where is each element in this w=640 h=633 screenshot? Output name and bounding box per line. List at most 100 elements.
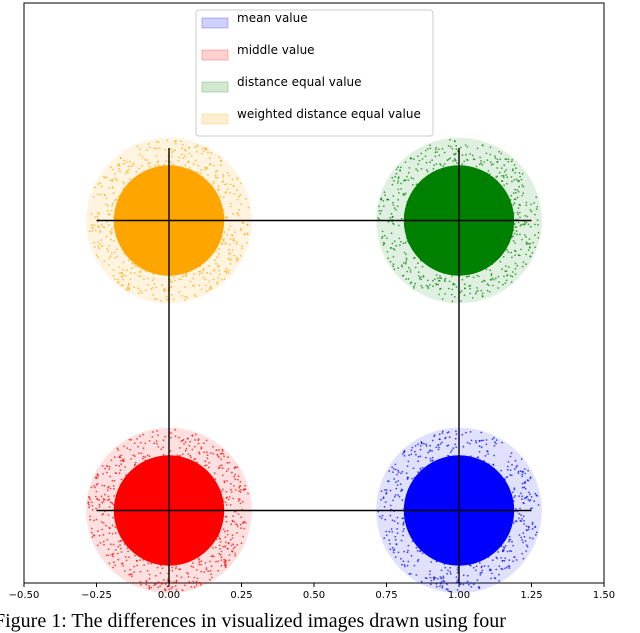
scatter-point: [443, 151, 446, 154]
scatter-point: [518, 534, 521, 536]
scatter-point: [424, 155, 427, 158]
scatter-point: [164, 149, 167, 151]
scatter-point: [198, 451, 201, 454]
scatter-point: [528, 246, 531, 248]
scatter-point: [385, 489, 388, 491]
scatter-point: [139, 275, 142, 278]
scatter-point: [453, 140, 456, 142]
scatter-point: [519, 470, 522, 473]
scatter-point: [94, 186, 97, 189]
scatter-point: [392, 204, 395, 207]
scatter-point: [102, 473, 104, 475]
scatter-point: [436, 151, 438, 153]
x-tick-label: 1.00: [448, 590, 470, 601]
scatter-point: [486, 450, 489, 453]
scatter-point: [469, 287, 472, 290]
scatter-point: [92, 227, 95, 230]
scatter-point: [525, 263, 527, 266]
scatter-point: [237, 475, 240, 478]
legend-label: weighted distance equal value: [237, 107, 421, 121]
scatter-point: [109, 475, 112, 478]
scatter-point: [428, 450, 431, 452]
scatter-point: [421, 442, 423, 444]
scatter-point: [182, 157, 185, 160]
scatter-point: [243, 527, 246, 530]
scatter-point: [510, 160, 513, 163]
scatter-point: [455, 148, 458, 151]
scatter-point: [239, 254, 242, 257]
scatter-point: [469, 153, 472, 155]
scatter-point: [221, 448, 224, 451]
scatter-point: [451, 147, 454, 150]
scatter-point: [406, 551, 409, 554]
scatter-point: [441, 441, 443, 444]
scatter-point: [236, 212, 239, 215]
scatter-point: [204, 460, 207, 463]
scatter-point: [164, 583, 167, 585]
scatter-point: [111, 553, 114, 556]
scatter-point: [522, 532, 525, 534]
scatter-point: [392, 549, 395, 552]
legend-label: mean value: [237, 11, 308, 25]
scatter-point: [425, 169, 428, 171]
scatter-point: [434, 577, 437, 579]
scatter-point: [444, 277, 447, 280]
scatter-point: [153, 283, 156, 285]
scatter-point: [395, 168, 398, 171]
scatter-point: [529, 507, 532, 510]
scatter-point: [196, 171, 199, 174]
scatter-point: [381, 235, 384, 238]
scatter-point: [454, 437, 457, 440]
scatter-point: [148, 587, 151, 590]
scatter-point: [234, 473, 237, 476]
scatter-point: [228, 174, 230, 177]
scatter-point: [115, 549, 117, 551]
scatter-point: [418, 275, 420, 277]
scatter-point: [178, 291, 181, 293]
scatter-point: [499, 158, 501, 161]
scatter-point: [194, 146, 197, 149]
scatter-point: [142, 433, 145, 436]
scatter-point: [534, 213, 536, 216]
scatter-point: [512, 168, 514, 171]
scatter-point: [216, 282, 219, 285]
scatter-point: [402, 192, 405, 195]
scatter-point: [218, 248, 220, 250]
scatter-point: [152, 431, 154, 433]
scatter-point: [469, 442, 471, 445]
scatter-point: [140, 583, 142, 586]
scatter-point: [475, 565, 478, 568]
scatter-point: [157, 434, 160, 437]
scatter-point: [218, 544, 221, 547]
scatter-point: [126, 447, 129, 449]
scatter-point: [421, 265, 424, 268]
scatter-point: [455, 430, 457, 433]
scatter-point: [224, 564, 226, 566]
scatter-point: [146, 149, 148, 152]
scatter-point: [397, 522, 399, 525]
scatter-point: [406, 564, 409, 567]
scatter-point: [537, 237, 540, 239]
scatter-point: [449, 572, 452, 575]
scatter-point: [386, 250, 389, 253]
scatter-point: [498, 565, 501, 568]
scatter-point: [113, 487, 115, 490]
scatter-point: [529, 255, 532, 258]
scatter-point: [107, 250, 109, 253]
scatter-point: [223, 278, 226, 280]
scatter-point: [527, 223, 530, 226]
scatter-point: [396, 473, 398, 476]
scatter-point: [98, 213, 100, 216]
scatter-point: [441, 432, 444, 434]
scatter-point: [449, 157, 452, 160]
scatter-point: [502, 283, 504, 286]
scatter-point: [382, 243, 385, 246]
scatter-point: [525, 529, 528, 531]
scatter-point: [231, 534, 234, 536]
x-axis-ticks: −0.50 −0.25 0.00 0.25 0.50 0.75 1.00 1.25 1.50: [9, 583, 615, 601]
scatter-point: [391, 466, 394, 468]
scatter-point: [382, 205, 385, 208]
scatter-point: [469, 564, 472, 567]
scatter-point: [118, 164, 121, 167]
scatter-point: [226, 216, 229, 219]
